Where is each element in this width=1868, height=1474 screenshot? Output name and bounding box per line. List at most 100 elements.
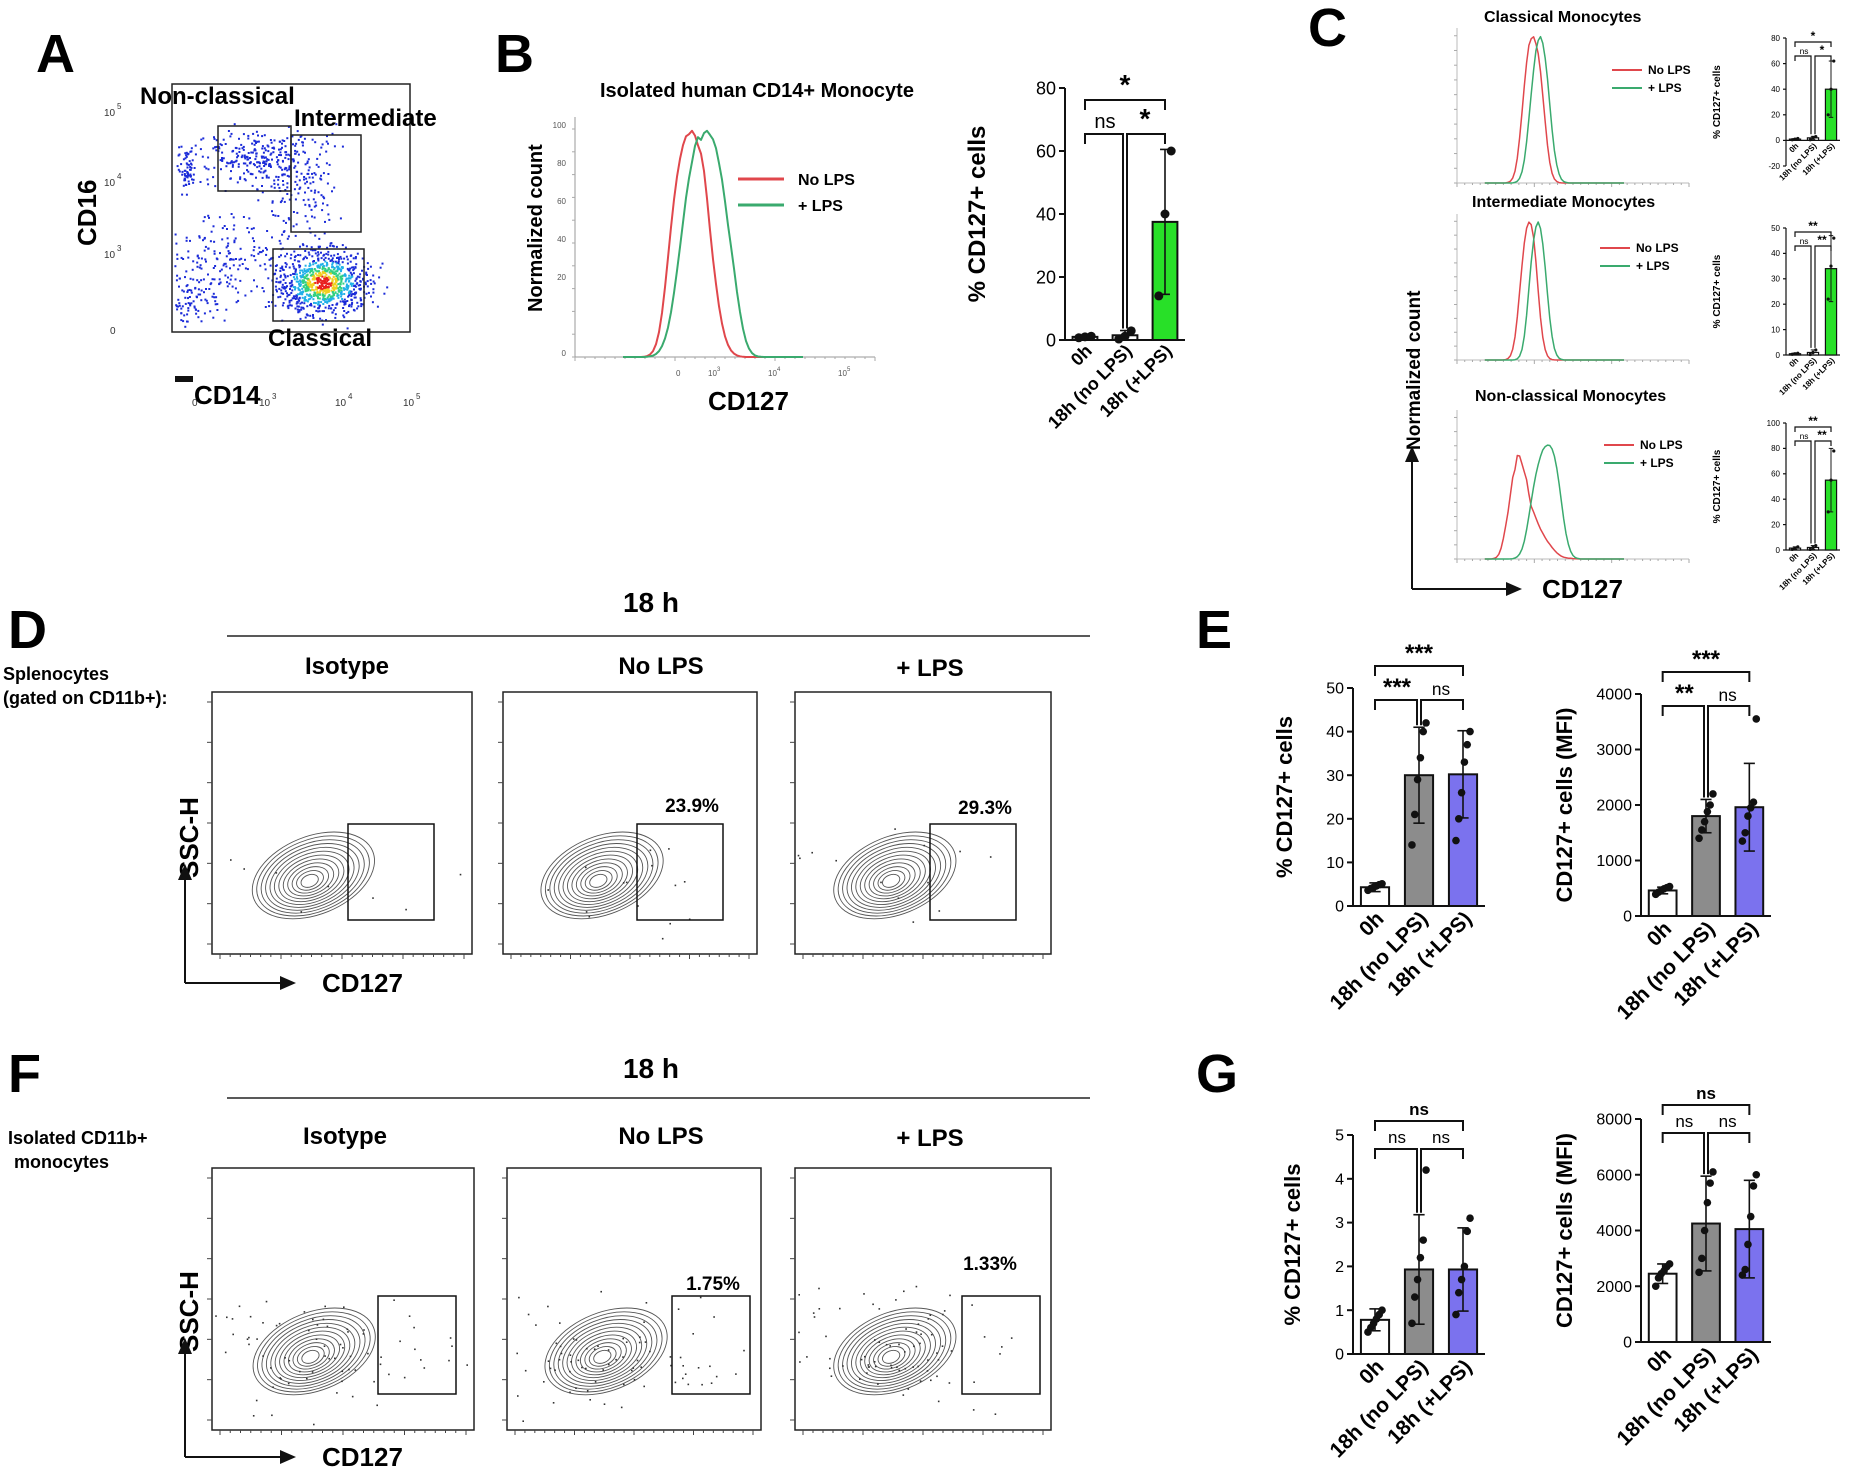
C3-bar-data-point [1796,545,1800,549]
a-event-dot [307,277,310,280]
f-lps-outlier-dot [912,1366,914,1368]
C2-bar-bracket-right [1814,245,1832,348]
a-xtick-3-exp: 5 [416,392,421,401]
a-event-dot [346,300,349,302]
a-event-dot [320,194,323,197]
C1-bar-data-point [1811,136,1815,140]
a-event-dot [305,257,308,260]
a-event-dot [276,290,278,293]
C1-bar-data-point [1793,137,1797,141]
a-event-dot [237,291,240,294]
a-event-dot [282,173,285,176]
f-no-lps-outlier-dot [555,1342,558,1345]
a-event-dot [278,154,281,156]
E1-bracket-left [1374,699,1418,726]
a-event-dot [213,252,216,255]
f-lps-outlier-dot [937,1400,940,1403]
a-event-dot [265,253,268,256]
a-event-dot [307,158,310,161]
a-event-dot [330,307,333,310]
a-event-dot [284,255,287,258]
a-event-dot [304,191,306,194]
f-isotype-outlier-dot [343,1306,345,1308]
a-event-dot [286,295,289,298]
C3-hist-group [1454,410,1690,563]
a-event-dot [281,265,284,268]
d-lps-contour [873,866,911,894]
C1-bar-ylabel: % CD127+ cells [1712,65,1723,139]
a-event-dot [293,259,296,262]
f-lps-outlier-dot [818,1287,820,1290]
a-event-dot [196,296,198,299]
f-lps-outlier-dot [798,1331,800,1334]
a-event-dot [294,270,297,273]
a-event-dot [175,305,178,308]
a-event-dot [281,267,284,270]
a-event-dot [306,180,308,183]
a-event-dot [317,251,320,254]
a-event-dot [178,304,181,307]
a-event-dot [238,147,241,150]
a-event-dot [226,228,228,230]
a-event-dot [251,151,254,154]
f-isotype-outlier-dot [270,1367,272,1369]
a-event-dot [338,286,341,289]
a-event-dot [309,182,312,185]
a-event-dot [316,270,319,273]
a-event-dot [332,297,335,300]
a-event-dot [343,298,346,301]
a-event-dot [294,165,297,168]
a-event-dot [334,278,337,281]
a-event-dot [283,168,286,171]
a-event-dot [232,258,235,261]
a-event-dot [212,316,215,319]
d-x-arrow-head [280,976,296,990]
a-event-dot [327,268,330,271]
d-lps-outlier-dot [797,854,800,857]
a-event-dot [340,289,343,292]
a-event-dot [275,156,278,159]
a-event-dot [267,176,270,179]
a-event-dot [219,159,222,162]
f-x-arrow-head [280,1450,296,1464]
d-y-arrow-head [178,864,192,880]
a-event-dot [286,169,289,172]
b-legend-lps: + LPS [798,198,843,215]
a-event-dot [286,174,289,177]
C1-bar-ytick-label: 80 [1771,34,1780,43]
a-event-dot [308,265,311,268]
a-event-dot [230,274,233,277]
a-event-dot [251,237,254,240]
f-no-lps-outlier-dot [585,1367,587,1370]
a-event-dot [343,288,346,291]
a-event-dot [309,304,312,307]
a-event-dot [331,272,333,275]
a-event-dot [230,132,233,135]
f-isotype-outlier-dot [326,1325,329,1328]
f-isotype-outlier-dot [256,1338,258,1340]
a-event-dot [239,279,242,282]
a-event-dot [322,295,325,298]
a-event-dot [336,257,338,259]
f-isotype-outlier-dot [249,1315,252,1318]
E1-data-point [1457,788,1466,797]
f-isotype-outlier-dot [408,1315,411,1317]
a-event-dot [314,201,317,204]
a-event-dot [289,304,292,307]
a-event-dot [238,258,241,261]
panel-b: Isolated human CD14+ Monocyte Normalized… [525,80,914,416]
f-isotype-outlier-dot [413,1326,415,1329]
f-no-lps-outlier-dot [677,1308,680,1310]
f-lps-outlier-dot [999,1353,1001,1355]
G2-ylabel: CD127+ cells (MFI) [1552,1133,1577,1328]
a-event-dot [212,147,215,150]
f-no-lps-outlier-dot [517,1395,519,1397]
a-event-dot [284,189,287,191]
a-event-dot [176,274,179,277]
a-event-dot [352,293,355,295]
a-event-dot [317,253,320,256]
f-pct-no-lps: 1.75% [686,1274,740,1295]
a-event-dot [218,216,221,219]
f-lps-outlier-dot [829,1357,831,1360]
a-event-dot [335,281,338,284]
